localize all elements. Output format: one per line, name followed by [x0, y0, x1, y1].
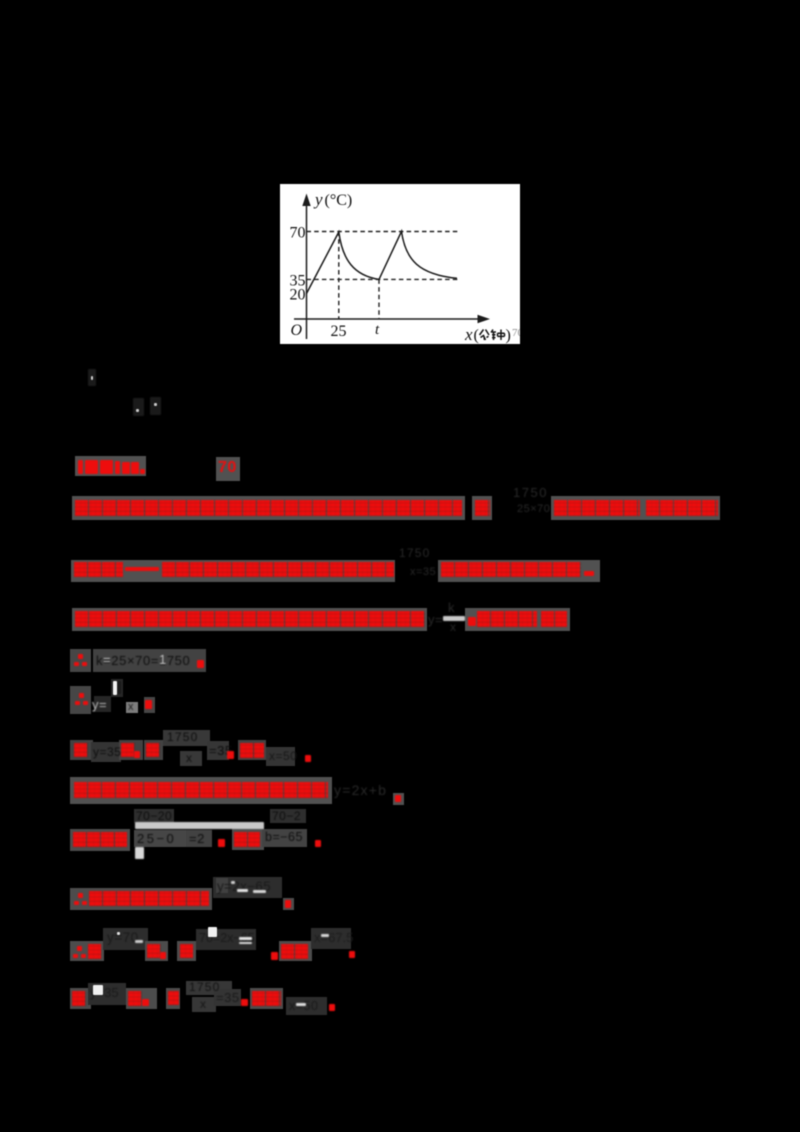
svg-text:O: O [291, 322, 303, 339]
svg-text:t: t [375, 322, 380, 338]
svg-text:): ) [506, 327, 511, 344]
svg-text:y: y [313, 190, 323, 209]
svg-text:35: 35 [290, 273, 306, 290]
svg-text:70: 70 [290, 225, 306, 242]
svg-text:x: x [464, 325, 473, 344]
svg-text:25: 25 [331, 323, 347, 340]
svg-text:(: ( [474, 327, 479, 344]
svg-text:20: 20 [290, 287, 306, 304]
svg-text:70: 70 [512, 327, 520, 339]
svg-text:(°C): (°C) [325, 192, 353, 209]
